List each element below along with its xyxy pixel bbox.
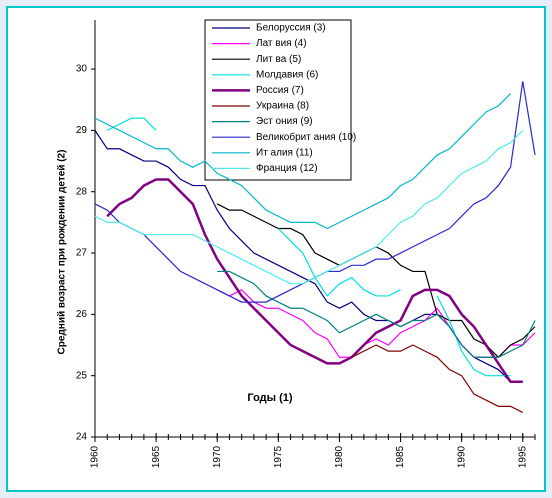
series-line <box>94 129 524 285</box>
x-tick-label: 1990 <box>456 445 467 468</box>
y-tick-label: 24 <box>76 432 88 443</box>
x-tick-label: 1960 <box>90 445 101 468</box>
legend-label: Молдавия (6) <box>256 69 318 80</box>
legend-label: Эст ония (9) <box>256 116 313 127</box>
legend-label: Великобрит ания (10) <box>256 131 356 143</box>
x-tick-label: 1995 <box>517 445 528 468</box>
y-axis-label: Средний возраст при рождении детей (2) <box>57 150 68 355</box>
legend-label: Лат вия (4) <box>256 38 307 49</box>
legend-label: Россия (7) <box>256 85 304 96</box>
x-tick-label: 1980 <box>334 445 345 468</box>
x-tick-label: 1985 <box>395 445 406 468</box>
y-tick-label: 27 <box>76 248 88 259</box>
series-line <box>217 270 536 358</box>
legend-label: Лит ва (5) <box>256 54 301 65</box>
y-tick-label: 25 <box>76 370 88 381</box>
series-line <box>106 178 523 384</box>
x-axis-label: Годы (1) <box>247 392 292 404</box>
series-line <box>351 344 524 414</box>
x-tick-label: 1975 <box>273 445 284 468</box>
series-line <box>106 117 511 377</box>
legend-label: Белоруссия (3) <box>256 23 326 34</box>
x-tick-label: 1965 <box>151 445 162 468</box>
legend-label: Франция (12) <box>256 163 318 174</box>
legend-label: Ит алия (11) <box>256 147 313 158</box>
y-tick-label: 26 <box>76 309 88 320</box>
y-tick-label: 28 <box>76 186 88 197</box>
y-tick-label: 30 <box>76 64 88 75</box>
y-tick-label: 29 <box>76 125 88 136</box>
x-tick-label: 1970 <box>212 445 223 468</box>
series-line <box>94 93 511 230</box>
legend-label: Украина (8) <box>256 101 309 112</box>
